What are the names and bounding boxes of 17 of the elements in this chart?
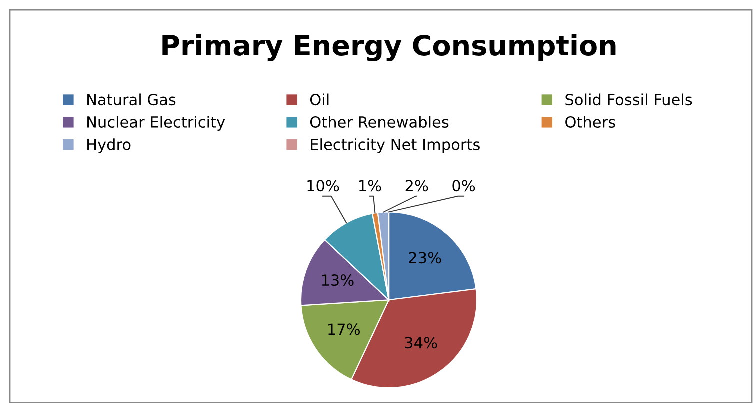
- data-label: 13%: [322, 274, 354, 286]
- legend-label: Others: [566, 116, 616, 128]
- data-label: 1%: [359, 180, 382, 192]
- text: 0%: [452, 180, 476, 192]
- legend-label: Hydro: [88, 138, 131, 154]
- legend-label: Electricity Net Imports: [311, 138, 480, 154]
- legend-label: Natural Gas: [88, 94, 176, 106]
- data-label: 23%: [409, 252, 442, 264]
- chart-title: Primary Energy Consumption: [162, 34, 616, 62]
- legend-label: Other Renewables: [310, 116, 449, 128]
- data-label: 34%: [405, 337, 438, 349]
- legend-label: Oil: [310, 94, 329, 106]
- data-label: 2%: [406, 180, 428, 192]
- data-label: 17%: [328, 324, 360, 336]
- data-label: 10%: [308, 180, 340, 192]
- legend-label: Solid Fossil Fuels: [566, 94, 692, 106]
- legend-label: Nuclear Electricity: [88, 116, 226, 131]
